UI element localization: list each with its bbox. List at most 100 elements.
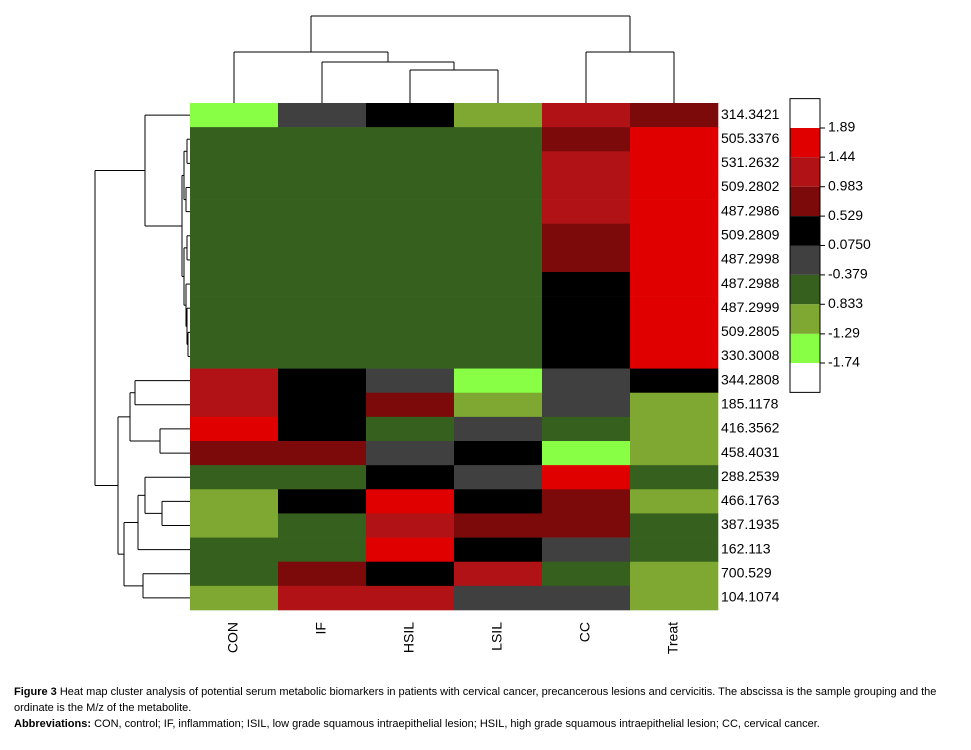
heatmap-cell	[278, 585, 367, 611]
heatmap-cell	[542, 175, 631, 200]
heatmap-cell	[454, 344, 543, 369]
heatmap-cell	[630, 561, 719, 587]
row-label: 531.2632	[721, 154, 780, 170]
heatmap-cell	[366, 199, 455, 225]
heatmap-cell	[542, 416, 631, 442]
row-label: 344.2808	[721, 371, 780, 387]
heatmap-cell	[366, 465, 455, 490]
heatmap-cell	[630, 441, 719, 466]
heatmap-cell	[454, 175, 543, 200]
heatmap-cell	[454, 465, 543, 490]
heatmap-cell	[278, 368, 367, 394]
caption: Figure 3 Heat map cluster analysis of po…	[14, 684, 959, 732]
heatmap-cell	[630, 103, 719, 128]
heatmap-cell	[454, 441, 543, 466]
heatmap-cell	[278, 513, 367, 538]
heatmap-cell	[454, 585, 543, 611]
heatmap-cell	[630, 489, 719, 514]
heatmap-cell	[542, 489, 631, 514]
heatmap-cell	[190, 537, 279, 563]
colorbar-bin	[790, 186, 820, 217]
abbreviations-label: Abbreviations:	[14, 718, 92, 730]
heatmap-cell	[278, 561, 367, 587]
heatmap-cell	[630, 513, 719, 538]
colorbar-tick-label: 1.44	[828, 148, 855, 164]
row-label: 509.2809	[721, 226, 780, 242]
colorbar-bin	[790, 157, 820, 187]
colorbar-tick-label: -1.74	[828, 354, 860, 370]
heatmap-cell	[454, 561, 543, 587]
row-label: 487.2999	[721, 299, 780, 315]
heatmap-cell	[366, 489, 455, 514]
heatmap-cell	[454, 416, 543, 442]
heatmap-cell	[366, 585, 455, 611]
heatmap-cell	[190, 344, 279, 369]
heatmap-cell	[454, 103, 543, 128]
heatmap-cell	[366, 441, 455, 466]
heatmap-cell	[630, 320, 719, 345]
heatmap-cell	[454, 537, 543, 563]
heatmap-cell	[366, 368, 455, 394]
heatmap-cell	[542, 296, 631, 321]
colorbar-tick-label: 0.983	[828, 177, 863, 193]
row-label: 416.3562	[721, 420, 780, 436]
row-label: 162.113	[721, 540, 771, 556]
column-label: LSIL	[489, 622, 505, 651]
colorbar-bin	[790, 304, 820, 334]
row-label: 330.3008	[721, 347, 780, 363]
heatmap-cell	[190, 489, 279, 514]
heatmap-cell	[542, 585, 631, 611]
heatmap-cell	[630, 247, 719, 273]
row-label: 288.2539	[721, 468, 780, 484]
row-label: 314.3421	[721, 106, 780, 122]
heatmap-cell	[190, 416, 279, 442]
column-label: Treat	[665, 622, 681, 654]
heatmap-cell	[278, 103, 367, 128]
heatmap-cell	[278, 537, 367, 563]
heatmap-cell	[190, 296, 279, 321]
heatmap-cell	[542, 513, 631, 538]
colorbar-tick-label: 0.529	[828, 207, 863, 223]
heatmap-cell	[542, 103, 631, 128]
row-label: 509.2802	[721, 178, 780, 194]
heatmap-cell	[454, 368, 543, 394]
colorbar-tick-label: -0.379	[828, 266, 868, 282]
heatmap-cell	[454, 199, 543, 225]
row-label: 700.529	[721, 564, 772, 580]
heatmap-cell	[542, 320, 631, 345]
heatmap-cell	[630, 344, 719, 369]
heatmap-cell	[630, 127, 719, 152]
heatmap-cell	[278, 151, 367, 176]
heatmap-cell	[542, 465, 631, 490]
heatmap-chart: 314.3421 505.3376 531.2632 509.2802 487.2986…	[94, 15, 871, 654]
heatmap-cell	[278, 392, 367, 418]
heatmap-cell	[454, 151, 543, 176]
heatmap-cell	[278, 465, 367, 490]
heatmap-cell	[542, 537, 631, 563]
heatmap-cell	[454, 489, 543, 514]
heatmap-cell	[278, 296, 367, 321]
heatmap-cell	[366, 296, 455, 321]
heatmap-cell	[630, 537, 719, 563]
heatmap-cell	[366, 175, 455, 200]
heatmap-cell	[542, 441, 631, 466]
abbreviations: Abbreviations: CON, control; IF, inflamm…	[14, 716, 959, 732]
heatmap-cell	[454, 392, 543, 418]
heatmap-cell	[630, 465, 719, 490]
caption-text: Figure 3 Heat map cluster analysis of po…	[14, 684, 959, 716]
heatmap-cell	[454, 513, 543, 538]
heatmap-cell	[190, 441, 279, 466]
heatmap-cell	[366, 392, 455, 418]
heatmap-cell	[190, 175, 279, 200]
heatmap-cell	[630, 272, 719, 297]
heatmap-cell	[454, 296, 543, 321]
heatmap-cell	[278, 272, 367, 297]
heatmap-cell	[454, 247, 543, 273]
heatmap-cell	[190, 320, 279, 345]
colorbar-bin	[790, 274, 820, 305]
heatmap-cell	[542, 199, 631, 225]
heatmap-cell	[190, 223, 279, 249]
heatmap-cell	[630, 151, 719, 176]
heatmap-cell	[190, 103, 279, 128]
colorbar-bin	[790, 216, 820, 246]
